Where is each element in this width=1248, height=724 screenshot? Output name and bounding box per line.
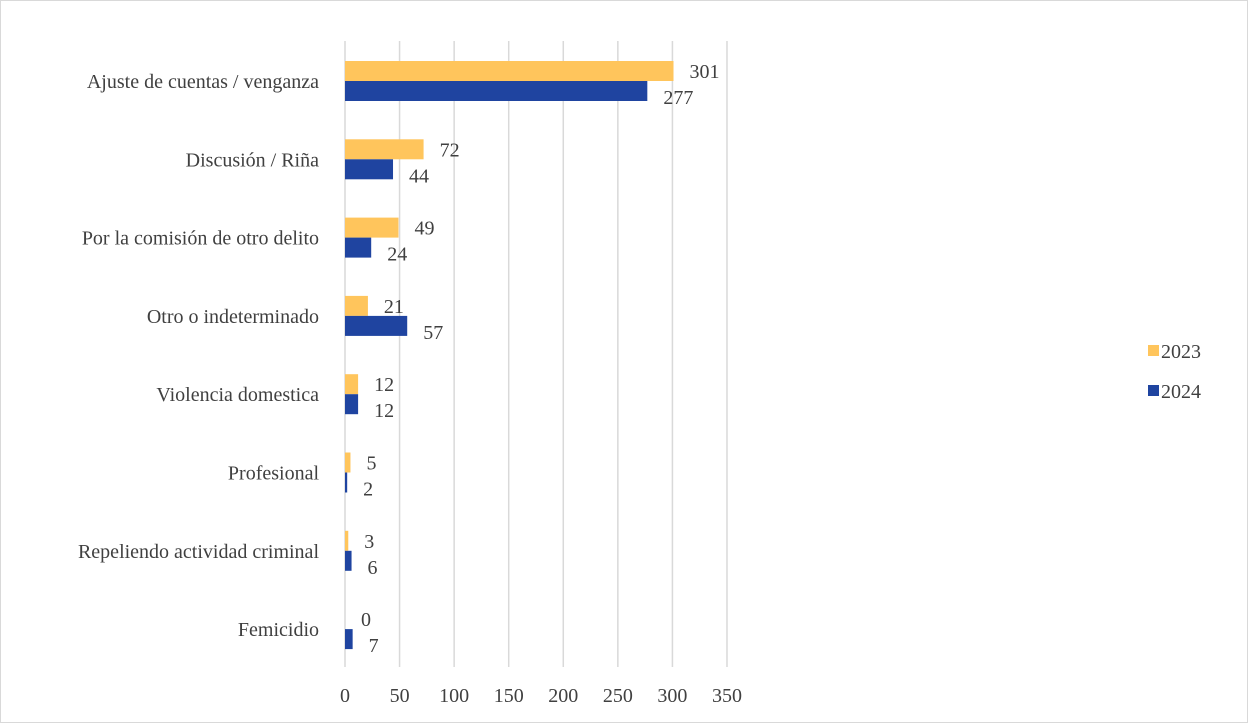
x-tick-label: 150: [494, 685, 524, 707]
x-tick-label: 100: [439, 685, 469, 707]
data-label-2024: 2: [363, 479, 373, 501]
data-label-2024: 57: [423, 322, 443, 344]
x-tick-label: 250: [603, 685, 633, 707]
legend-swatch-2023: [1148, 345, 1159, 356]
x-tick-label: 50: [390, 685, 410, 707]
bar-2024: [345, 159, 394, 180]
data-label-2023: 301: [690, 61, 720, 83]
data-label-2024: 12: [374, 400, 394, 422]
bar-2024: [345, 629, 353, 650]
category-label: Otro o indeterminado: [147, 306, 319, 328]
legend-swatch-2024: [1148, 385, 1159, 396]
bar-2023: [345, 374, 359, 395]
category-label: Profesional: [228, 463, 320, 485]
bar-2024: [345, 315, 408, 336]
x-tick-label: 0: [340, 685, 350, 707]
data-label-2023: 12: [374, 374, 394, 396]
bar-2023: [345, 530, 349, 551]
bar-2024: [345, 472, 348, 493]
data-label-2023: 72: [440, 139, 460, 161]
bar-2024: [345, 550, 352, 571]
data-label-2024: 6: [368, 557, 378, 579]
legend: 2023 2024: [1148, 341, 1201, 403]
data-label-2023: 0: [361, 609, 371, 631]
x-tick-label: 300: [657, 685, 687, 707]
category-label: Discusión / Riña: [186, 149, 319, 171]
bar-2024: [345, 394, 359, 415]
data-label-2024: 277: [663, 87, 693, 109]
bar-2024: [345, 81, 648, 101]
data-label-2023: 21: [384, 296, 404, 318]
data-label-2024: 7: [369, 635, 379, 657]
data-labels: 301 277 72 44 49 24 21 57 12 12 5 2 3 6 0 7: [361, 61, 720, 657]
x-axis-tick-labels: 0 50 100 150 200 250 300 350: [340, 685, 742, 707]
legend-label-2023: 2023: [1161, 341, 1201, 363]
data-label-2024: 44: [409, 165, 429, 187]
x-tick-label: 350: [712, 685, 742, 707]
data-label-2023: 49: [414, 218, 434, 240]
bar-2023: [345, 217, 399, 238]
data-label-2023: 5: [366, 453, 376, 475]
legend-label-2024: 2024: [1161, 381, 1201, 403]
data-label-2024: 24: [387, 244, 407, 266]
x-tick-label: 200: [548, 685, 578, 707]
bar-2023: [345, 139, 424, 160]
category-label: Ajuste de cuentas / venganza: [87, 71, 319, 93]
bar-2024: [345, 237, 372, 258]
bar-2023: [345, 452, 351, 473]
bar-2023: [345, 295, 368, 316]
category-labels: Ajuste de cuentas / venganza Discusión / …: [78, 71, 319, 641]
gridlines: [344, 41, 728, 667]
category-label: Por la comisión de otro delito: [82, 228, 319, 250]
category-label: Femicidio: [238, 619, 319, 641]
category-label: Violencia domestica: [156, 384, 319, 406]
category-label: Repeliendo actividad criminal: [78, 541, 319, 563]
bars: [345, 61, 674, 650]
bar-2023: [345, 61, 674, 81]
data-label-2023: 3: [364, 531, 374, 553]
